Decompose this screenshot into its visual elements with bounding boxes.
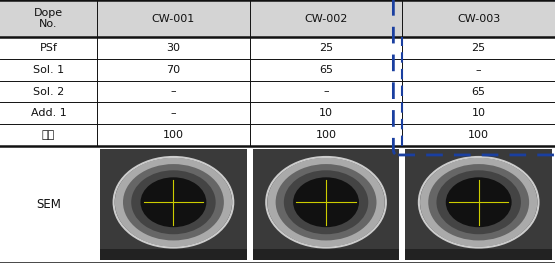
Ellipse shape (131, 170, 216, 234)
Bar (0, 0, 97, 37)
Bar (402, 0, 555, 37)
Bar (97, 0, 250, 37)
Text: –: – (170, 108, 176, 118)
Text: 30: 30 (166, 43, 180, 53)
Ellipse shape (268, 158, 385, 247)
Bar (100, 149, 247, 260)
Ellipse shape (428, 164, 529, 240)
Ellipse shape (115, 158, 232, 247)
Bar (405, 249, 552, 260)
Text: PSf: PSf (39, 43, 58, 53)
Ellipse shape (293, 177, 359, 227)
Text: 100: 100 (163, 130, 184, 140)
Text: 합계: 합계 (42, 130, 55, 140)
Text: 70: 70 (166, 65, 180, 75)
Bar (253, 249, 400, 260)
Ellipse shape (284, 170, 369, 234)
Text: 100: 100 (316, 130, 336, 140)
Text: CW-002: CW-002 (304, 14, 348, 24)
Ellipse shape (123, 164, 224, 240)
Bar (405, 149, 552, 260)
Ellipse shape (420, 158, 537, 247)
Text: Sol. 2: Sol. 2 (33, 87, 64, 97)
Text: 25: 25 (472, 43, 486, 53)
Bar (100, 249, 247, 260)
Text: –: – (170, 87, 176, 97)
Ellipse shape (436, 170, 521, 234)
Text: 25: 25 (319, 43, 333, 53)
Text: CW-001: CW-001 (152, 14, 195, 24)
Bar (253, 149, 400, 260)
Bar (250, 0, 402, 37)
Text: 100: 100 (468, 130, 489, 140)
Ellipse shape (446, 177, 512, 227)
Text: 65: 65 (319, 65, 333, 75)
Text: 65: 65 (472, 87, 486, 97)
Ellipse shape (140, 177, 206, 227)
Text: 10: 10 (472, 108, 486, 118)
Text: Add. 1: Add. 1 (31, 108, 67, 118)
Text: –: – (476, 65, 482, 75)
Text: 10: 10 (319, 108, 333, 118)
Text: Sol. 1: Sol. 1 (33, 65, 64, 75)
Text: Dope
No.: Dope No. (34, 8, 63, 29)
Text: SEM: SEM (36, 198, 61, 211)
Text: CW-003: CW-003 (457, 14, 500, 24)
Text: –: – (323, 87, 329, 97)
Ellipse shape (276, 164, 376, 240)
